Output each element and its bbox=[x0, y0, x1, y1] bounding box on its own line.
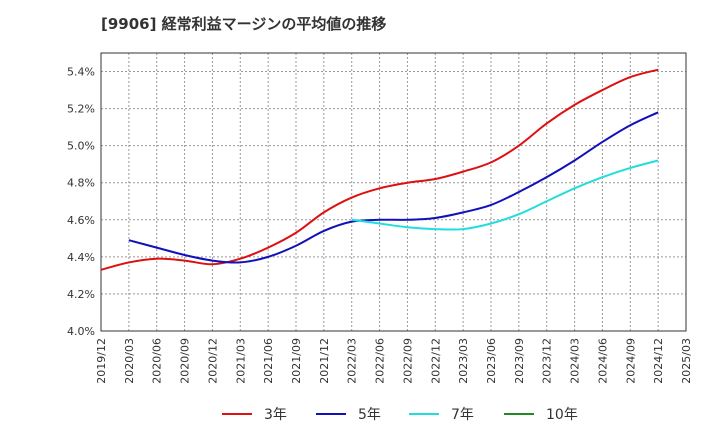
y-tick-label: 4.4% bbox=[67, 251, 95, 264]
x-tick-label: 2022/09 bbox=[401, 338, 414, 384]
series-line-7年 bbox=[351, 159, 659, 231]
x-tick-label: 2024/03 bbox=[569, 338, 582, 384]
legend-label: 10年 bbox=[546, 407, 578, 423]
y-tick-label: 4.8% bbox=[67, 177, 95, 190]
x-tick-label: 2020/12 bbox=[206, 338, 219, 384]
legend-label: 7年 bbox=[451, 407, 474, 423]
chart-title: [9906] 経常利益マージンの平均値の推移 bbox=[101, 15, 386, 33]
x-tick-label: 2024/12 bbox=[652, 338, 665, 384]
y-tick-label: 5.4% bbox=[67, 66, 95, 79]
y-tick-label: 5.0% bbox=[67, 140, 95, 153]
x-tick-label: 2023/03 bbox=[457, 338, 470, 384]
y-tick-label: 4.0% bbox=[67, 325, 95, 338]
x-tick-label: 2021/06 bbox=[262, 338, 275, 384]
plot-background bbox=[101, 53, 686, 331]
x-tick-label: 2019/12 bbox=[95, 338, 108, 384]
x-tick-label: 2024/09 bbox=[624, 338, 637, 384]
series-group bbox=[100, 68, 659, 271]
x-tick-label: 2023/09 bbox=[513, 338, 526, 384]
plot-area bbox=[101, 53, 686, 331]
x-axis: 2019/12 2020/03 2020/06 2020/09 2020/12 2021/… bbox=[95, 338, 693, 384]
legend-label: 3年 bbox=[264, 407, 287, 423]
x-tick-label: 2023/12 bbox=[541, 338, 554, 384]
legend: 3年 5年 7年 10年 bbox=[222, 407, 578, 423]
series-line-5年 bbox=[128, 111, 659, 264]
y-tick-label: 4.6% bbox=[67, 214, 95, 227]
x-tick-label: 2023/06 bbox=[485, 338, 498, 384]
x-tick-label: 2022/03 bbox=[346, 338, 359, 384]
x-tick-label: 2020/03 bbox=[123, 338, 136, 384]
y-tick-label: 4.2% bbox=[67, 288, 95, 301]
x-tick-label: 2024/06 bbox=[596, 338, 609, 384]
x-tick-label: 2020/06 bbox=[151, 338, 164, 384]
legend-label: 5年 bbox=[358, 407, 381, 423]
x-tick-label: 2022/06 bbox=[374, 338, 387, 384]
x-tick-label: 2021/03 bbox=[234, 338, 247, 384]
y-axis: 4.0% 4.2% 4.4% 4.6% 4.8% 5.0% 5.2% 5.4% bbox=[67, 66, 95, 338]
y-tick-label: 5.2% bbox=[67, 103, 95, 116]
x-tick-label: 2025/03 bbox=[680, 338, 693, 384]
x-tick-label: 2021/12 bbox=[318, 338, 331, 384]
series-line-3年 bbox=[100, 68, 659, 271]
plot-border bbox=[100, 52, 687, 332]
x-tick-label: 2021/09 bbox=[290, 338, 303, 384]
x-tick-label: 2022/12 bbox=[429, 338, 442, 384]
x-tick-label: 2020/09 bbox=[179, 338, 192, 384]
